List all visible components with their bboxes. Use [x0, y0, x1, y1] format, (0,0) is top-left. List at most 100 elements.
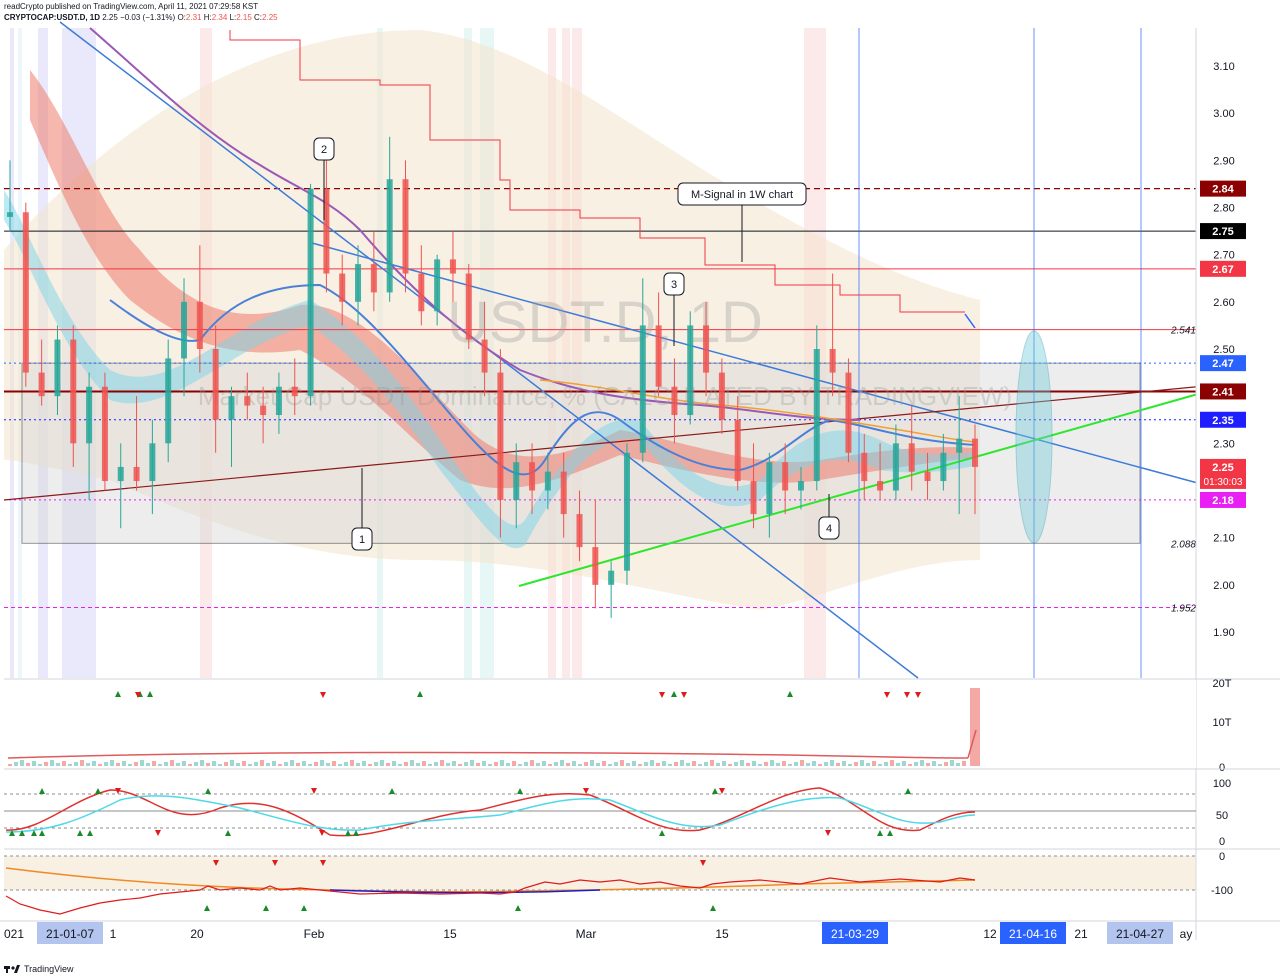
volume-bar: [104, 762, 108, 766]
volume-bar: [374, 762, 378, 766]
callout-msignal-box: [677, 182, 807, 206]
candle-body: [908, 443, 915, 472]
volume-bar: [188, 764, 192, 766]
volume-bar: [770, 760, 774, 766]
volume-bar: [446, 763, 450, 766]
price-label-bg: [1200, 458, 1246, 489]
ma-blue: [109, 283, 976, 476]
sell-signal-icon: [681, 692, 687, 698]
volume-bar: [668, 764, 672, 766]
osc-buy-icon: [95, 788, 101, 794]
volume-bar: [20, 760, 24, 766]
volume-bar: [284, 762, 288, 766]
volume-bar: [8, 764, 12, 766]
time-label: 21-01-07: [46, 927, 94, 941]
candle-body: [671, 386, 678, 416]
candle-body: [449, 259, 456, 274]
volume-bar: [356, 763, 360, 766]
volume-bar: [80, 760, 84, 766]
volume-bar: [122, 761, 126, 766]
candle-body: [497, 372, 504, 500]
volume-bar: [182, 761, 186, 766]
candle-body: [513, 462, 520, 500]
volume-bar: [494, 762, 498, 766]
volume-bar: [242, 761, 246, 766]
symbol-legend[interactable]: CRYPTOCAP:USDT.D, 1D 2.25 −0.03 (−1.31%)…: [4, 13, 278, 22]
candle-body: [355, 264, 362, 302]
volume-bar: [170, 760, 174, 766]
price-label-bg: [1200, 355, 1246, 372]
volume-bar: [950, 760, 954, 766]
volume-bar: [44, 762, 48, 766]
candle-body: [244, 396, 251, 406]
osc-buy-icon: [87, 830, 93, 836]
volume-bar: [710, 760, 714, 766]
volume-bar: [236, 763, 240, 766]
volume-bar: [224, 762, 228, 766]
callout-4-box: [818, 516, 840, 540]
candle-body: [813, 349, 820, 482]
buy-signal-icon: [787, 691, 793, 697]
lower-sell-icon: [700, 860, 706, 866]
volume-bar: [902, 761, 906, 766]
volume-bar: [470, 760, 474, 766]
volume-bar: [128, 764, 132, 766]
buy-signal-icon: [417, 691, 423, 697]
volume-bar: [590, 760, 594, 766]
volume-bar: [548, 764, 552, 766]
tradingview-logo[interactable]: TradingView: [4, 964, 74, 974]
osc-buy-icon: [345, 830, 351, 836]
candle-body: [972, 438, 978, 467]
volume-bar: [158, 764, 162, 766]
osc-buy-icon: [353, 830, 359, 836]
symbol-name[interactable]: CRYPTOCAP:USDT.D, 1D: [4, 13, 101, 22]
candle-body: [639, 325, 646, 453]
volume-bar: [866, 763, 870, 766]
volume-bar: [248, 764, 252, 766]
callout-2: 2: [313, 137, 335, 220]
trendline-brown: [3, 385, 1206, 501]
volume-bar: [896, 763, 900, 766]
osc-tick: 100: [1213, 778, 1231, 790]
callout-3-box: [663, 272, 685, 296]
candle-body: [117, 466, 124, 482]
candle-body: [544, 471, 551, 491]
volume-bar: [380, 760, 384, 766]
time-label-bg: [1107, 922, 1173, 944]
candle-body: [418, 273, 425, 312]
volume-bar: [662, 761, 666, 766]
volume-bar: [890, 760, 894, 766]
volume-bar: [140, 760, 144, 766]
close-value: 2.25: [262, 13, 278, 22]
time-label: 021: [4, 927, 24, 941]
osc-buy-icon: [659, 830, 665, 836]
watermark: USDT.D, 1D Market Cap USDT Dominance, % (…: [198, 290, 1012, 411]
volume-bar: [194, 762, 198, 766]
volume-bar: [614, 762, 618, 766]
volume-bar: [266, 763, 270, 766]
candle-body: [196, 301, 203, 349]
volume-bar: [434, 762, 438, 766]
time-label-bg: [1000, 922, 1066, 944]
volume-bar: [26, 763, 30, 766]
candle-body: [165, 358, 172, 444]
price-change: −0.03 (−1.31%): [120, 13, 176, 22]
volume-bar: [788, 764, 792, 766]
osc-buy-icon: [712, 788, 718, 794]
volume-bar: [872, 761, 876, 766]
candle-body: [687, 325, 694, 416]
osc-sell-icon: [155, 830, 161, 836]
price-tick: 2.90: [1213, 155, 1234, 167]
volume-bar: [806, 763, 810, 766]
candle-body: [275, 386, 282, 416]
volume-bar: [386, 763, 390, 766]
volume-bar: [920, 760, 924, 766]
volume-bar: [62, 761, 66, 766]
lower-orange-line: [5, 867, 976, 893]
close-label: C:: [254, 13, 263, 22]
volume-bar: [560, 760, 564, 766]
price-label-bg: [1200, 180, 1246, 197]
time-label: 20: [190, 927, 204, 941]
volume-bar: [530, 760, 534, 766]
